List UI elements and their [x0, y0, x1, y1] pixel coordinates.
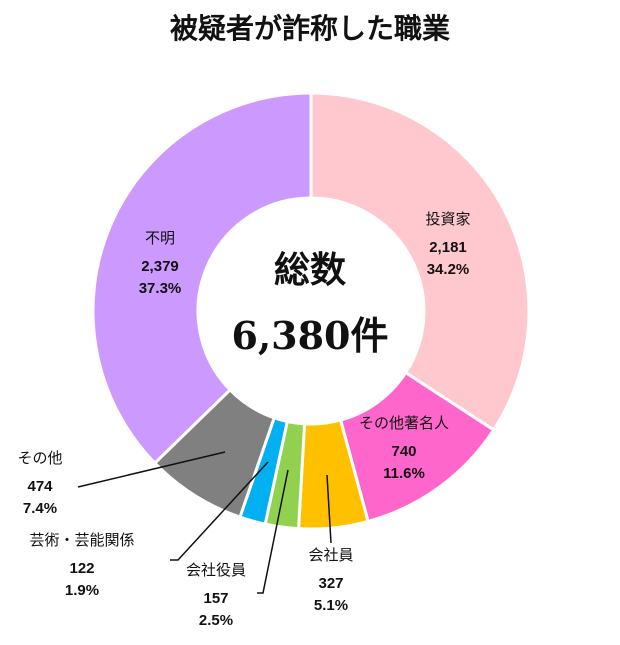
slice-3-leader-line	[257, 469, 289, 594]
slice-0-wedge	[309, 91, 531, 433]
slice-2-percent-label: 5.1%	[314, 597, 348, 614]
slice-6-percent-label: 37.3%	[139, 280, 182, 297]
slice-1-value-label: 740	[391, 443, 416, 460]
donut-slices	[91, 91, 531, 531]
slice-5-percent-label: 7.4%	[23, 500, 57, 517]
slice-4-category-label: 芸術・芸能関係	[29, 531, 134, 549]
slice-1-category-label: その他著名人	[359, 414, 449, 432]
slice-0-category-label: 投資家	[425, 210, 470, 228]
slice-2-category-label: 会社員	[308, 546, 353, 564]
slice-3-category-label: 会社役員	[186, 561, 246, 579]
slice-3-percent-label: 2.5%	[199, 612, 233, 629]
slice-0-percent-label: 34.2%	[427, 261, 470, 278]
slice-1-percent-label: 11.6%	[383, 465, 425, 482]
leader-lines	[77, 451, 332, 594]
slice-6-value-label: 2,379	[141, 258, 179, 275]
slice-5-category-label: その他	[17, 449, 62, 467]
slice-labels: 投資家 2,181 34.2% その他著名人 740 11.6% 会社員 327 5.1% 会社役…	[17, 210, 470, 629]
slice-2-value-label: 327	[318, 575, 343, 592]
center-label: 総数	[274, 249, 346, 291]
center-total: 6,380件	[232, 313, 389, 358]
slice-5-value-label: 474	[27, 478, 53, 495]
slice-0-value-label: 2,181	[429, 239, 467, 256]
slice-4-leader-line	[170, 461, 269, 561]
slice-5-leader-line	[77, 451, 226, 488]
slice-3-value-label: 157	[203, 590, 228, 607]
slice-2-leader-line	[326, 474, 332, 544]
slice-4-percent-label: 1.9%	[65, 582, 99, 599]
slice-6-wedge	[91, 91, 313, 466]
chart-title: 被疑者が詐称した職業	[170, 12, 450, 45]
slice-4-value-label: 122	[69, 560, 94, 577]
slice-6-category-label: 不明	[145, 229, 175, 247]
